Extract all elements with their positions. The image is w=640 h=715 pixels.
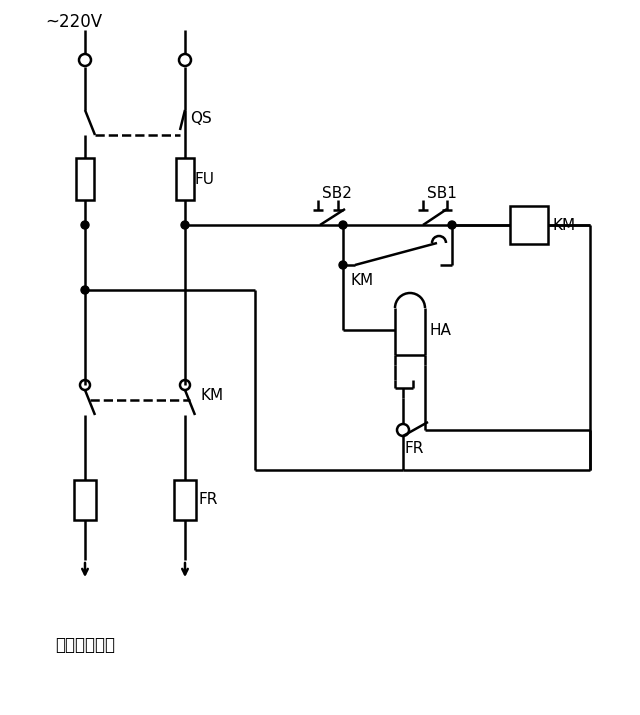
Text: SB1: SB1 [427,185,457,200]
Bar [76,158,94,200]
Circle shape [339,221,347,229]
Text: FR: FR [199,493,218,508]
Circle shape [339,261,347,269]
Bar [510,206,548,244]
Bar [176,158,194,200]
Text: KM: KM [553,217,576,232]
Text: KM: KM [201,388,224,403]
Bar [174,480,196,520]
Text: FR: FR [405,440,424,455]
Bar [74,480,96,520]
Text: SB2: SB2 [322,185,352,200]
Text: 接进户电源线: 接进户电源线 [55,636,115,654]
Text: KM: KM [351,272,374,287]
Circle shape [181,221,189,229]
Circle shape [448,221,456,229]
Circle shape [81,221,89,229]
Text: HA: HA [430,322,452,337]
Circle shape [81,286,89,294]
Text: ~220V: ~220V [45,13,102,31]
Text: FU: FU [195,172,215,187]
Text: QS: QS [190,111,212,126]
